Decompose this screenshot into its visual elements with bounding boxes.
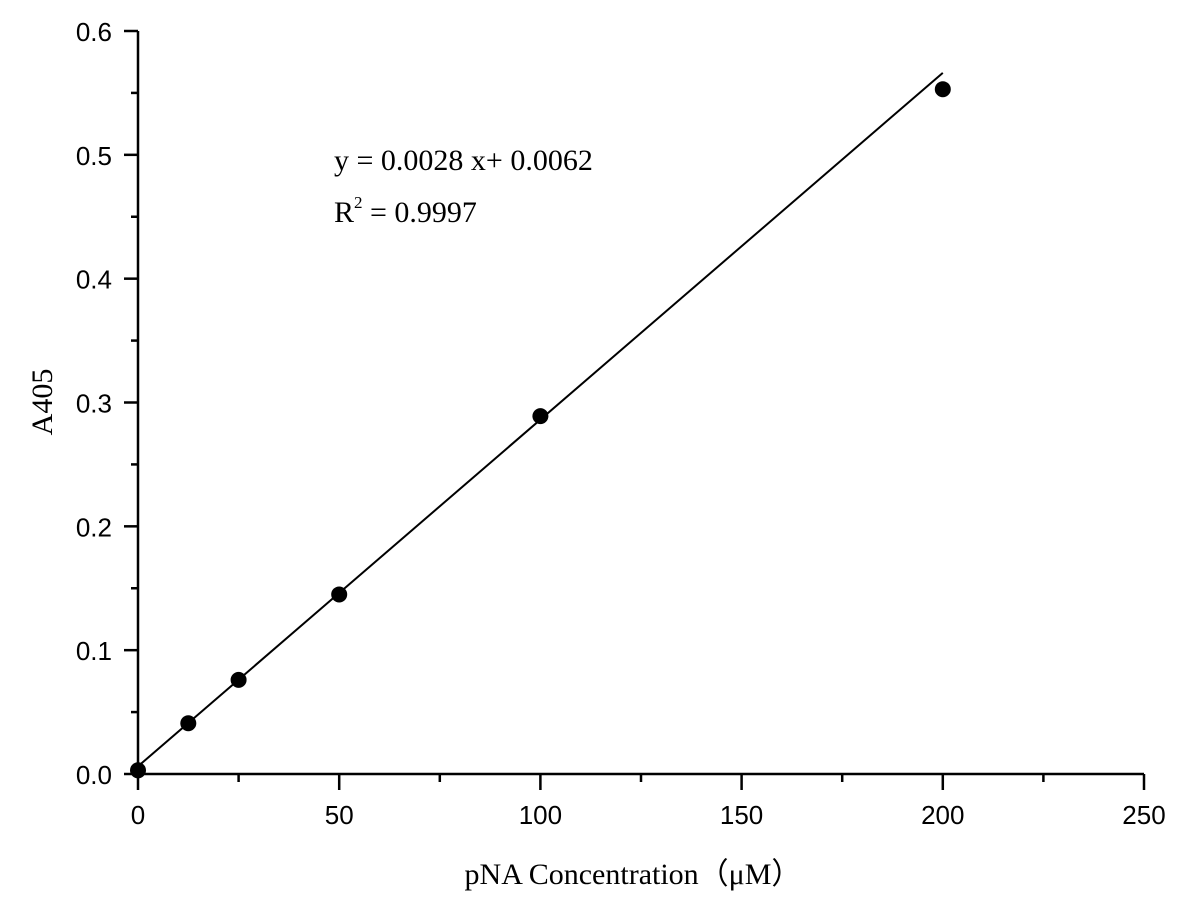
y-tick-label: 0.3	[76, 389, 112, 419]
data-point-marker	[230, 671, 247, 688]
y-axis-title: A405	[26, 369, 59, 436]
x-tick-label: 50	[325, 800, 354, 830]
data-point-marker	[331, 586, 348, 603]
x-axis-title: pNA Concentration（μM）	[465, 858, 802, 891]
y-tick-label: 0.6	[76, 17, 112, 47]
data-point-marker	[130, 762, 146, 779]
data-point-marker	[532, 408, 549, 425]
data-point-marker	[180, 715, 197, 732]
fit-equation: y = 0.0028 x+ 0.0062	[334, 144, 593, 177]
x-tick-label: 200	[921, 800, 964, 830]
y-tick-label: 0.5	[76, 141, 112, 171]
x-tick-label: 0	[131, 800, 145, 830]
x-tick-label: 250	[1122, 800, 1165, 830]
data-points	[130, 81, 951, 779]
y-tick-label: 0.2	[76, 512, 112, 542]
r-squared: R2 = 0.9997	[334, 193, 477, 229]
y-tick-label: 0.4	[76, 265, 112, 295]
x-tick-label: 100	[519, 800, 562, 830]
y-tick-label: 0.1	[76, 636, 112, 666]
x-tick-label: 150	[720, 800, 763, 830]
axes: 0 50 100 150 200 250 0.0 0.1 0.2 0.3 0.4 0.5 0.6	[76, 17, 1166, 830]
data-point-marker	[934, 81, 951, 98]
y-tick-label: 0.0	[76, 760, 112, 790]
